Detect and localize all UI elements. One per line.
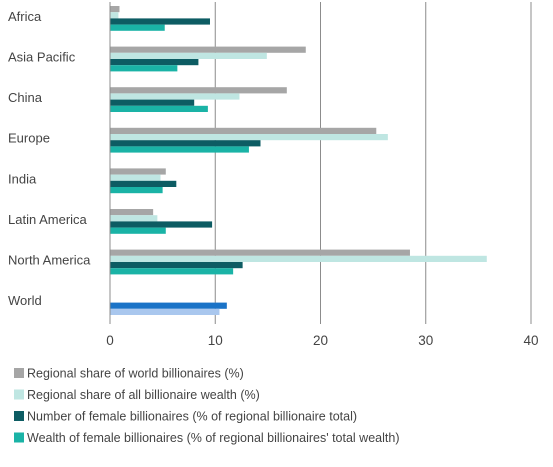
bar-latin-america-series-2 [110, 215, 158, 222]
bar-africa-series-4 [110, 24, 165, 31]
bars [110, 6, 487, 315]
legend-label-4: Wealth of female billionaires (% of regi… [27, 431, 399, 445]
category-label-asia-pacific: Asia Pacific [8, 50, 76, 65]
bar-india-series-3 [110, 180, 177, 187]
bar-china-series-1 [110, 87, 287, 94]
bar-latin-america-series-4 [110, 227, 166, 234]
x-tick-label-40: 40 [523, 333, 538, 348]
category-label-world: World [8, 293, 42, 308]
legend-label-2: Regional share of all billionaire wealth… [27, 388, 260, 402]
bar-india-series-4 [110, 187, 163, 194]
legend-label-1: Regional share of world billionaires (%) [27, 367, 244, 381]
bar-latin-america-series-3 [110, 221, 213, 228]
legend-swatch-2 [14, 389, 24, 400]
bar-india-series-2 [110, 174, 161, 181]
x-tick-label-20: 20 [313, 333, 328, 348]
bar-europe-series-2 [110, 134, 388, 141]
legend-swatch-3 [14, 411, 24, 421]
category-label-europe: Europe [8, 131, 50, 146]
tick-labels: 0 10 20 30 40 [106, 333, 538, 348]
category-labels: Africa Asia Pacific China Europe India Latin … [8, 9, 91, 308]
bar-europe-series-4 [110, 146, 249, 153]
bar-africa-series-3 [110, 18, 210, 25]
bar-asia-pacific-series-4 [110, 65, 178, 72]
legend: Regional share of world billionaires (%)… [14, 367, 399, 445]
bar-india-series-1 [110, 168, 166, 175]
bar-africa-series-1 [110, 6, 120, 13]
bar-china-series-3 [110, 99, 195, 106]
bar-north-america-series-2 [110, 255, 487, 262]
bar-north-america-series-1 [110, 249, 410, 256]
category-label-china: China [8, 90, 43, 105]
x-tick-label-0: 0 [106, 333, 114, 348]
category-label-latin-america: Latin America [8, 212, 88, 227]
legend-swatch-4 [14, 432, 24, 443]
bar-world-series-3 [110, 302, 227, 309]
legend-label-3: Number of female billionaires (% of regi… [27, 410, 357, 424]
bar-world-series-4 [110, 308, 220, 315]
category-label-north-america: North America [8, 253, 91, 268]
bar-asia-pacific-series-2 [110, 52, 267, 59]
x-tick-label-10: 10 [208, 333, 223, 348]
bar-asia-pacific-series-1 [110, 46, 306, 53]
bar-china-series-4 [110, 105, 208, 112]
bar-africa-series-2 [110, 12, 119, 19]
bar-asia-pacific-series-3 [110, 59, 199, 66]
bar-china-series-2 [110, 93, 240, 100]
legend-swatch-1 [14, 368, 24, 378]
bar-latin-america-series-1 [110, 209, 154, 216]
category-label-africa: Africa [8, 9, 42, 24]
x-tick-label-30: 30 [418, 333, 433, 348]
bar-europe-series-1 [110, 127, 377, 134]
bar-north-america-series-3 [110, 262, 243, 269]
bar-europe-series-3 [110, 140, 261, 147]
bar-north-america-series-4 [110, 268, 234, 275]
category-label-india: India [8, 171, 37, 186]
